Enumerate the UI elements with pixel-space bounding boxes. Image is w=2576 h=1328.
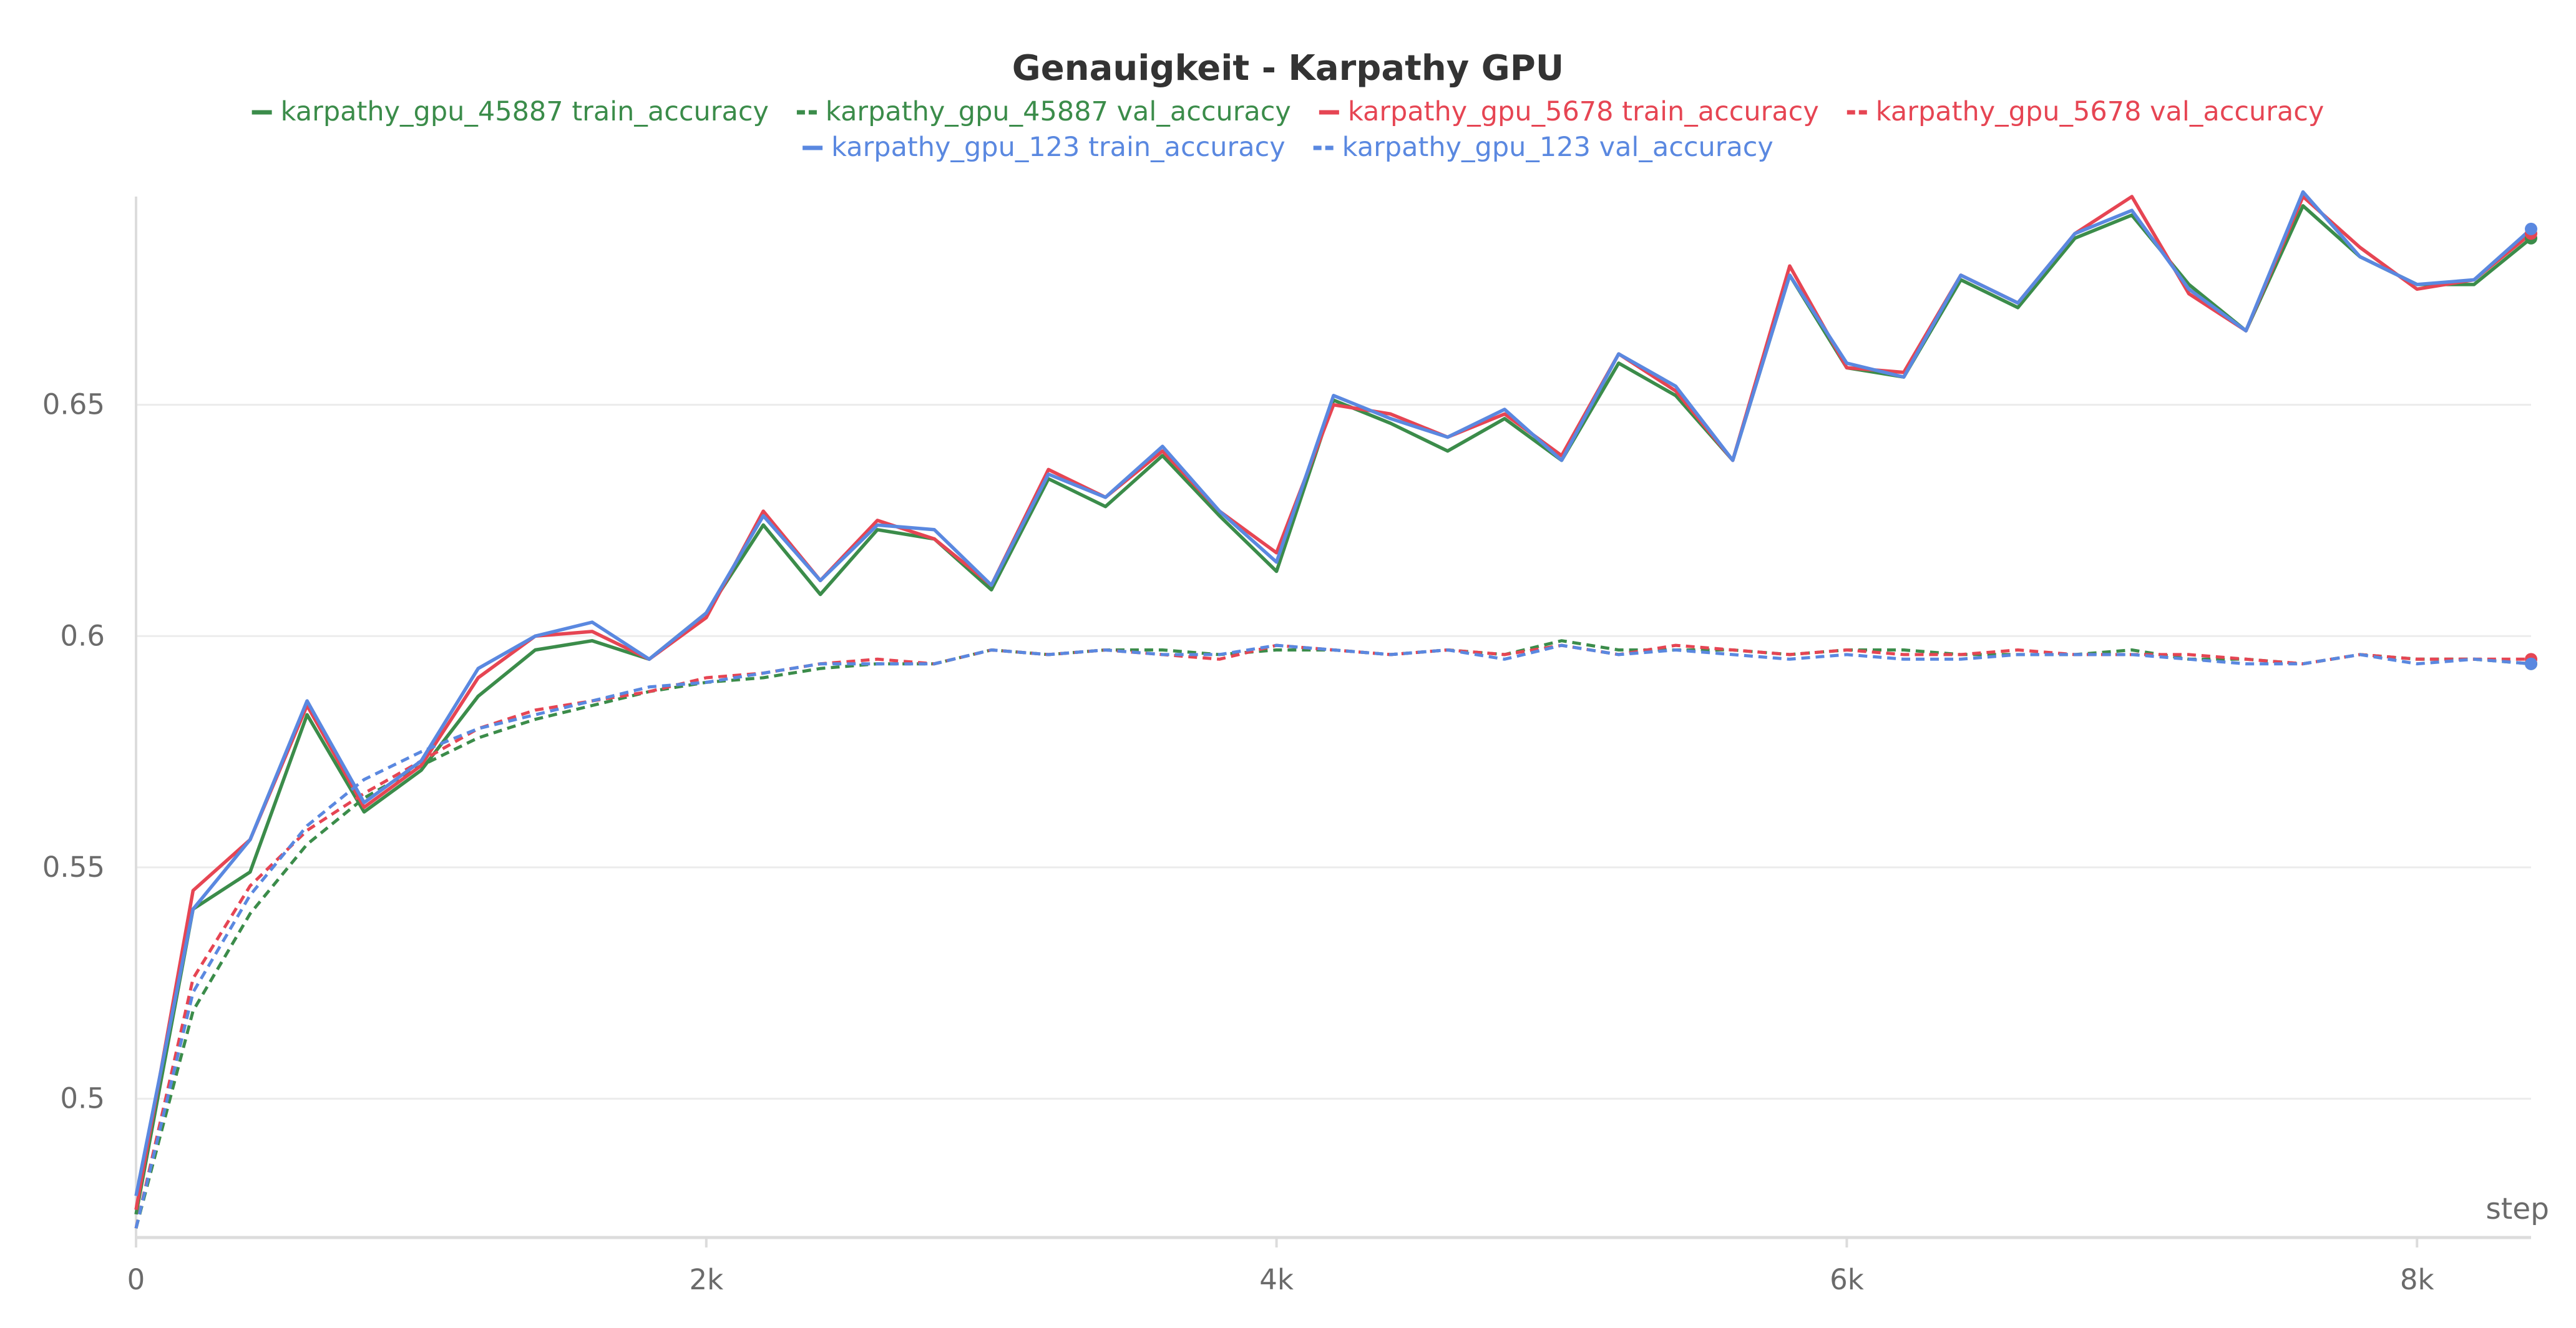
- x-axis-label: step: [2486, 1192, 2549, 1226]
- series-end-marker: [2525, 657, 2537, 670]
- x-tick-label: 2k: [689, 1263, 723, 1296]
- end-markers: [2525, 222, 2537, 670]
- chart-title: Genauigkeit - Karpathy GPU: [1012, 48, 1564, 89]
- series-line-5: [134, 190, 2532, 1196]
- series-lines: [134, 190, 2532, 1229]
- x-tick-label: 6k: [1830, 1263, 1864, 1296]
- y-tick-label: 0.55: [42, 851, 105, 884]
- y-tick-label: 0.5: [60, 1082, 105, 1115]
- legend-label: karpathy_gpu_45887 train_accuracy: [281, 96, 769, 127]
- y-tick-label: 0.65: [42, 388, 105, 421]
- x-tick-label: 0: [127, 1263, 145, 1296]
- legend-label: karpathy_gpu_45887 val_accuracy: [826, 96, 1291, 127]
- y-tick-label: 0.6: [60, 619, 105, 652]
- axes: [135, 197, 2531, 1247]
- legend-label: karpathy_gpu_5678 train_accuracy: [1348, 96, 1819, 127]
- legend-label: karpathy_gpu_123 train_accuracy: [831, 132, 1286, 163]
- series-line-6: [134, 643, 2532, 1229]
- series-end-marker: [2525, 222, 2537, 235]
- x-tick-label: 4k: [1259, 1263, 1294, 1296]
- x-tick-label: 8k: [2400, 1263, 2434, 1296]
- legend-label: karpathy_gpu_123 val_accuracy: [1342, 132, 1773, 163]
- legend-label: karpathy_gpu_5678 val_accuracy: [1876, 96, 2325, 127]
- tick-labels: 0.5 0.55 0.6 0.65 0 2k 4k 6k 8k: [42, 388, 2434, 1296]
